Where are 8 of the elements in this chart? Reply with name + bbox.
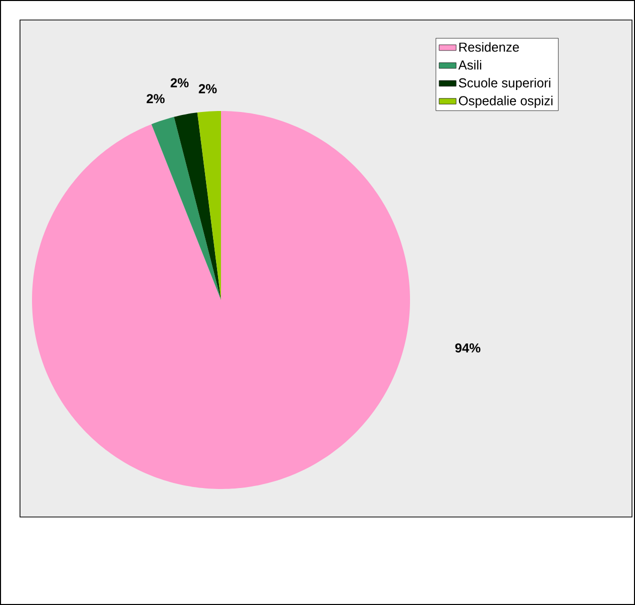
legend-label: Residenze <box>459 42 519 52</box>
data-label: 2% <box>170 78 189 88</box>
legend-label: Asili <box>458 60 482 70</box>
data-label: 2% <box>146 94 165 104</box>
data-label: 2% <box>198 84 217 94</box>
legend-label: Ospedalie ospizi <box>458 96 552 108</box>
legend-label: Scuole superiori <box>458 78 550 90</box>
data-label: 94% <box>455 343 480 353</box>
